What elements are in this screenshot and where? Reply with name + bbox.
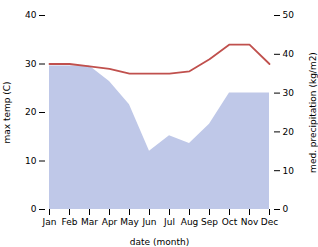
svg-text:10: 10 [283,166,295,176]
svg-text:10: 10 [25,156,37,166]
svg-text:50: 50 [283,10,295,20]
svg-text:May: May [120,217,139,227]
svg-text:0: 0 [31,204,37,214]
svg-text:Jan: Jan [42,217,57,227]
svg-text:Nov: Nov [241,217,259,227]
svg-text:Feb: Feb [62,217,78,227]
svg-text:Dec: Dec [261,217,278,227]
svg-text:30: 30 [25,59,37,69]
svg-text:Sep: Sep [201,217,218,227]
svg-text:date (month): date (month) [130,237,189,247]
svg-text:Apr: Apr [102,217,118,227]
svg-text:Oct: Oct [222,217,238,227]
svg-text:Mar: Mar [81,217,98,227]
svg-text:20: 20 [283,127,295,137]
svg-text:Jun: Jun [141,217,156,227]
svg-text:30: 30 [283,88,295,98]
svg-text:Aug: Aug [181,217,199,227]
svg-text:40: 40 [25,10,37,20]
svg-text:0: 0 [283,204,289,214]
svg-text:20: 20 [25,107,37,117]
svg-text:40: 40 [283,49,295,59]
svg-text:Jul: Jul [163,217,175,227]
svg-text:max temp (C): max temp (C) [2,81,12,143]
svg-text:med. precipitation (kg/m2): med. precipitation (kg/m2) [308,52,318,173]
